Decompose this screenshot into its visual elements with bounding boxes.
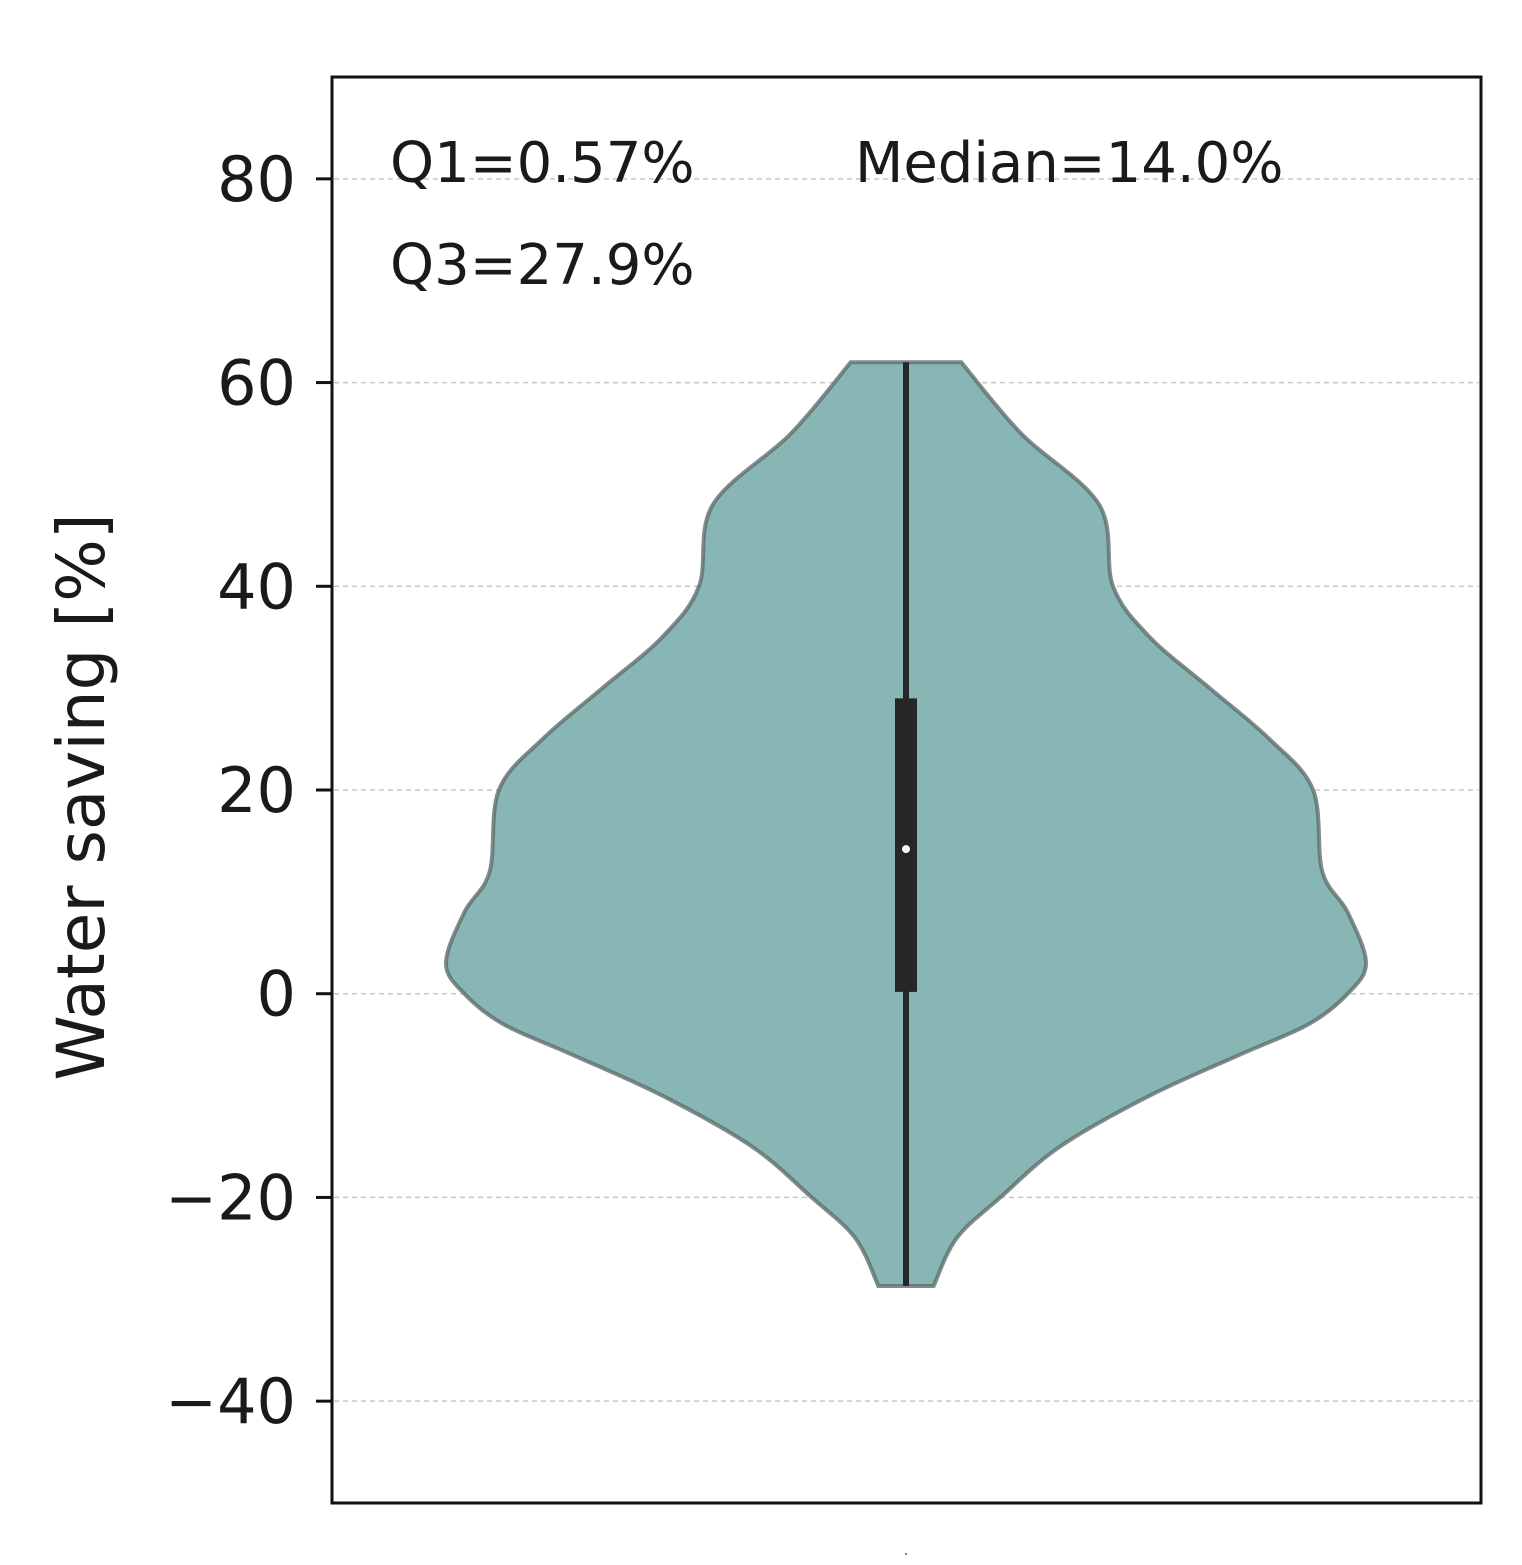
y-tick-label: 60 xyxy=(217,347,296,420)
y-tick-label: −20 xyxy=(165,1161,296,1234)
y-tick-label: 0 xyxy=(257,958,296,1031)
q1-annotation: Q1=0.57% xyxy=(390,131,695,196)
median-annotation: Median=14.0% xyxy=(855,131,1284,196)
y-axis-label: Water saving [%] xyxy=(43,513,120,1080)
x-tick-mark xyxy=(904,1552,908,1556)
y-tick-label: 40 xyxy=(217,550,296,623)
y-axis-ticks: 80 60 40 20 0 −20 −40 xyxy=(165,143,332,1438)
y-tick-label: −40 xyxy=(165,1365,296,1438)
y-tick-label: 20 xyxy=(217,754,296,827)
median-point xyxy=(902,845,910,854)
y-tick-label: 80 xyxy=(217,143,296,216)
q3-annotation: Q3=27.9% xyxy=(390,233,695,298)
